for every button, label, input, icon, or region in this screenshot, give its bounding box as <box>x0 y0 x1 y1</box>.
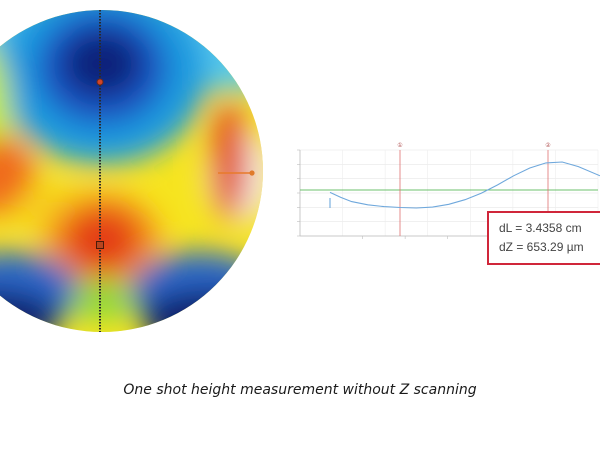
dl-value: dL = 3.4358 cm <box>499 221 582 235</box>
top-marker-icon <box>96 78 104 86</box>
height-map-image <box>0 10 263 332</box>
bottom-marker-icon <box>96 241 104 249</box>
dz-value: dZ = 653.29 µm <box>499 240 584 254</box>
height-profile-series <box>329 161 600 209</box>
cursor-marker-label: ② <box>545 142 551 149</box>
measurement-box: dL = 3.4358 cm dZ = 653.29 µm <box>487 211 600 265</box>
caption-text: One shot height measurement without Z sc… <box>123 382 477 398</box>
side-marker-icon <box>249 170 255 176</box>
cursor-marker-label: ① <box>397 142 402 149</box>
profile-line <box>329 161 600 209</box>
